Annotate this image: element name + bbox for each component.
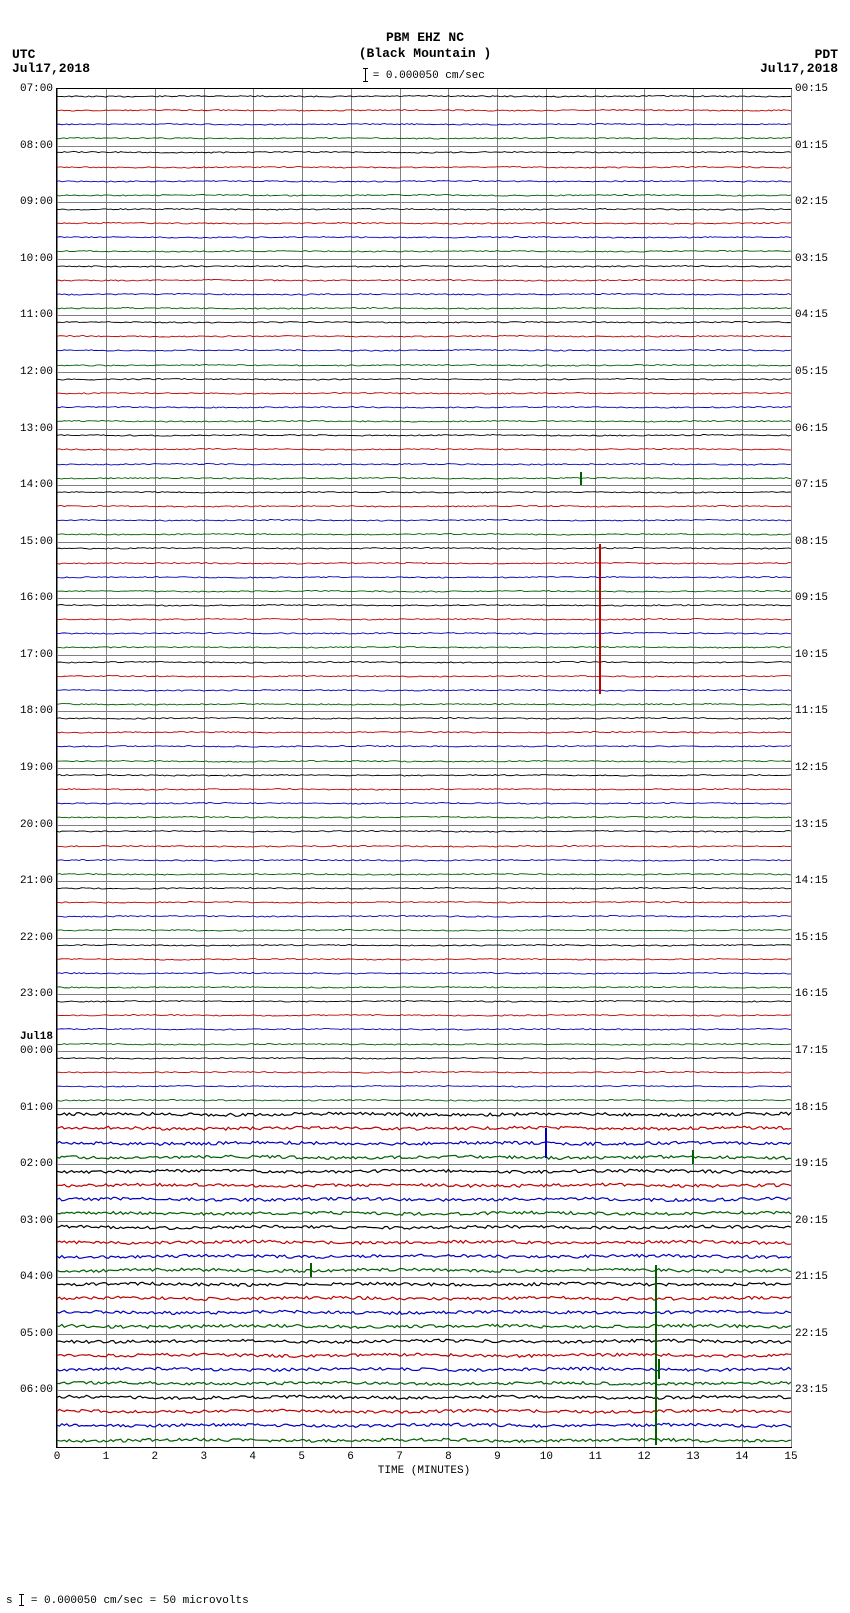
page: PBM EHZ NC (Black Mountain ) = 0.000050 … xyxy=(0,0,850,1613)
utc-hour-label: 17:00 xyxy=(20,649,57,661)
seismic-event-spike xyxy=(545,1128,547,1158)
utc-hour-label: 11:00 xyxy=(20,309,57,321)
utc-hour-label: 03:00 xyxy=(20,1215,57,1227)
local-hour-label: 18:15 xyxy=(791,1102,828,1114)
local-hour-label: 20:15 xyxy=(791,1215,828,1227)
local-hour-label: 06:15 xyxy=(791,423,828,435)
local-hour-label: 23:15 xyxy=(791,1384,828,1396)
utc-hour-label: 06:00 xyxy=(20,1384,57,1396)
local-hour-label: 03:15 xyxy=(791,253,828,265)
local-hour-label: 21:15 xyxy=(791,1271,828,1283)
utc-hour-label: 12:00 xyxy=(20,366,57,378)
utc-hour-label: 21:00 xyxy=(20,875,57,887)
footer-prefix: s xyxy=(6,1595,13,1607)
utc-hour-label: 13:00 xyxy=(20,423,57,435)
seismogram-plot: 0123456789101112131415TIME (MINUTES)07:0… xyxy=(56,88,792,1448)
local-hour-label: 11:15 xyxy=(791,705,828,717)
local-hour-label: 01:15 xyxy=(791,140,828,152)
utc-tz-label: UTC xyxy=(12,48,90,62)
pdt-tz-label: PDT xyxy=(760,48,838,62)
utc-hour-label: 07:00 xyxy=(20,83,57,95)
local-hour-label: 14:15 xyxy=(791,875,828,887)
utc-hour-label: 00:00 xyxy=(20,1045,57,1057)
local-hour-label: 16:15 xyxy=(791,988,828,1000)
local-hour-label: 12:15 xyxy=(791,762,828,774)
utc-hour-label: 16:00 xyxy=(20,592,57,604)
local-hour-label: 08:15 xyxy=(791,536,828,548)
station-code: PBM EHZ NC xyxy=(0,30,850,46)
utc-hour-label: 08:00 xyxy=(20,140,57,152)
utc-date-marker: Jul18 xyxy=(20,1031,57,1043)
utc-hour-label: 10:00 xyxy=(20,253,57,265)
footer-scale-bar-icon xyxy=(21,1594,22,1606)
utc-hour-label: 14:00 xyxy=(20,479,57,491)
local-hour-label: 07:15 xyxy=(791,479,828,491)
local-hour-label: 09:15 xyxy=(791,592,828,604)
utc-hour-label: 05:00 xyxy=(20,1328,57,1340)
footer: s = 0.000050 cm/sec = 50 microvolts xyxy=(6,1594,249,1607)
seismic-event-spike xyxy=(599,544,601,694)
local-hour-label: 00:15 xyxy=(791,83,828,95)
local-hour-label: 19:15 xyxy=(791,1158,828,1170)
local-hour-label: 04:15 xyxy=(791,309,828,321)
local-hour-label: 05:15 xyxy=(791,366,828,378)
seismic-event-spike xyxy=(655,1265,657,1445)
utc-hour-label: 15:00 xyxy=(20,536,57,548)
station-name: (Black Mountain ) xyxy=(0,46,850,62)
utc-hour-label: 19:00 xyxy=(20,762,57,774)
utc-hour-label: 18:00 xyxy=(20,705,57,717)
seismic-event-spike xyxy=(310,1263,312,1277)
local-hour-label: 15:15 xyxy=(791,932,828,944)
seismic-event-spike xyxy=(658,1359,660,1379)
local-hour-label: 13:15 xyxy=(791,819,828,831)
utc-hour-label: 04:00 xyxy=(20,1271,57,1283)
utc-hour-label: 02:00 xyxy=(20,1158,57,1170)
utc-hour-label: 23:00 xyxy=(20,988,57,1000)
utc-hour-label: 22:00 xyxy=(20,932,57,944)
seismic-event-spike xyxy=(580,472,582,485)
local-hour-label: 10:15 xyxy=(791,649,828,661)
local-hour-label: 17:15 xyxy=(791,1045,828,1057)
utc-hour-label: 01:00 xyxy=(20,1102,57,1114)
utc-hour-label: 09:00 xyxy=(20,196,57,208)
footer-text: = 0.000050 cm/sec = 50 microvolts xyxy=(31,1595,249,1607)
seismic-trace xyxy=(57,1412,791,1469)
local-hour-label: 02:15 xyxy=(791,196,828,208)
header: PBM EHZ NC (Black Mountain ) xyxy=(0,30,850,61)
local-hour-label: 22:15 xyxy=(791,1328,828,1340)
utc-hour-label: 20:00 xyxy=(20,819,57,831)
seismic-event-spike xyxy=(692,1150,694,1164)
